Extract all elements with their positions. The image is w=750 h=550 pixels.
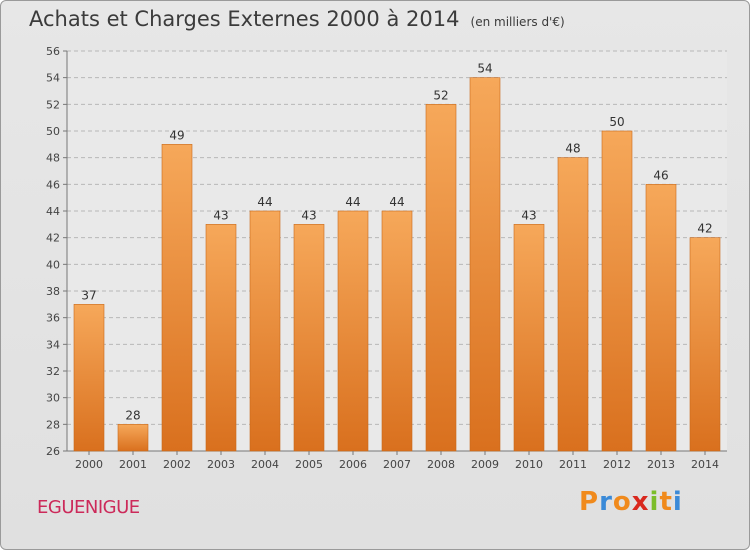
x-tick-label-2009: 2009 <box>471 458 499 471</box>
x-tick-label-2000: 2000 <box>75 458 103 471</box>
bar-2002 <box>161 144 193 452</box>
x-tick-label-2004: 2004 <box>251 458 279 471</box>
chart-title-block: Achats et Charges Externes 2000 à 2014 (… <box>29 7 565 31</box>
y-tick-label: 54 <box>46 72 60 85</box>
y-tick-label: 56 <box>46 45 60 58</box>
x-tick-label-2005: 2005 <box>295 458 323 471</box>
bar-2001 <box>117 424 149 452</box>
bar-2010 <box>513 224 545 452</box>
logo-letter: r <box>599 487 613 517</box>
y-tick-label: 34 <box>46 338 60 351</box>
y-tick-label: 26 <box>46 445 60 458</box>
bar-2013 <box>645 184 677 452</box>
y-tick-label: 48 <box>46 152 60 165</box>
bar-2014 <box>689 237 721 452</box>
x-tick-label-2006: 2006 <box>339 458 367 471</box>
data-label-2006: 44 <box>345 195 360 209</box>
x-tick-label-2003: 2003 <box>207 458 235 471</box>
data-label-2002: 49 <box>169 128 184 142</box>
data-label-2008: 52 <box>433 88 448 102</box>
logo-letter: i <box>649 487 660 517</box>
y-tick-label: 30 <box>46 392 60 405</box>
logo-letter: i <box>672 487 683 517</box>
x-tick-label-2010: 2010 <box>515 458 543 471</box>
logo-letter: t <box>659 487 673 517</box>
bar-2007 <box>381 210 413 452</box>
x-tick-label-2007: 2007 <box>383 458 411 471</box>
data-label-2011: 48 <box>565 142 580 156</box>
data-label-2009: 54 <box>477 62 492 76</box>
y-tick-label: 46 <box>46 178 60 191</box>
y-tick-label: 38 <box>46 285 60 298</box>
y-tick-label: 52 <box>46 98 60 111</box>
data-label-2004: 44 <box>257 195 272 209</box>
x-tick-label-2014: 2014 <box>691 458 719 471</box>
bar-2003 <box>205 224 237 452</box>
data-label-2012: 50 <box>609 115 624 129</box>
data-label-2005: 43 <box>301 208 316 222</box>
x-tick-label-2012: 2012 <box>603 458 631 471</box>
logo-letter: o <box>612 487 632 517</box>
data-label-2001: 28 <box>125 408 140 422</box>
logo-letter: P <box>579 487 600 517</box>
chart-title: Achats et Charges Externes 2000 à 2014 <box>29 7 460 31</box>
data-label-2003: 43 <box>213 208 228 222</box>
y-tick-label: 44 <box>46 205 60 218</box>
y-tick-label: 28 <box>46 418 60 431</box>
bar-2004 <box>249 210 281 452</box>
data-label-2014: 42 <box>697 222 712 236</box>
x-tick-label-2013: 2013 <box>647 458 675 471</box>
proxiti-logo: Proxiti <box>579 487 683 517</box>
chart-unit-note: (en milliers d'€) <box>470 15 565 29</box>
bar-2011 <box>557 157 589 452</box>
bar-2008 <box>425 104 457 452</box>
y-tick-label: 42 <box>46 232 60 245</box>
bar-2012 <box>601 130 633 452</box>
bar-2009 <box>469 77 501 452</box>
x-tick-label-2001: 2001 <box>119 458 147 471</box>
logo-letter: x <box>631 487 650 517</box>
data-label-2000: 37 <box>81 288 96 302</box>
commune-name: EGUENIGUE <box>37 497 140 518</box>
bar-2005 <box>293 224 325 452</box>
x-tick-label-2011: 2011 <box>559 458 587 471</box>
x-tick-label-2002: 2002 <box>163 458 191 471</box>
data-label-2010: 43 <box>521 208 536 222</box>
data-label-2013: 46 <box>653 168 668 182</box>
y-tick-label: 50 <box>46 125 60 138</box>
y-tick-label: 32 <box>46 365 60 378</box>
data-label-2007: 44 <box>389 195 404 209</box>
bar-2000 <box>73 304 105 452</box>
x-tick-label-2008: 2008 <box>427 458 455 471</box>
y-tick-label: 36 <box>46 312 60 325</box>
bar-2006 <box>337 210 369 452</box>
y-tick-label: 40 <box>46 258 60 271</box>
